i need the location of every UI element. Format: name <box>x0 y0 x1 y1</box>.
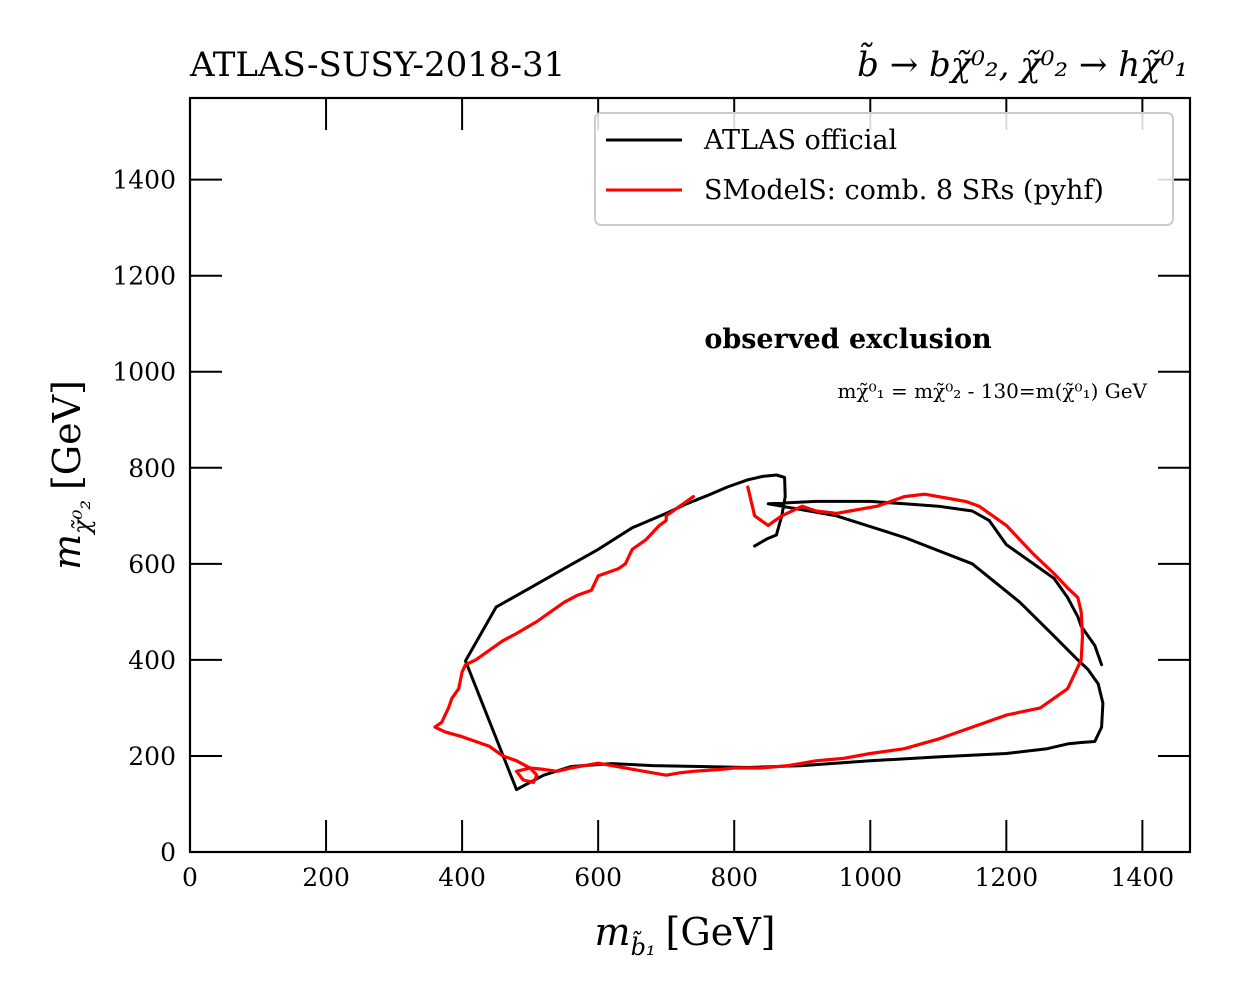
y-tick-label-0: 0 <box>160 838 176 867</box>
annotation-mass-relation: mχ̃⁰₁ = mχ̃⁰₂ - 130=m(χ̃⁰₁) GeV <box>838 379 1148 403</box>
chart-title-right: b̃ → bχ̃⁰₂, χ̃⁰₂ → hχ̃⁰₁ <box>857 42 1188 85</box>
annotation-observed-exclusion: observed exclusion <box>704 324 992 355</box>
y-axis-symbol: m <box>45 534 89 570</box>
legend-box <box>594 112 1174 226</box>
x-tick-label-800: 800 <box>710 863 758 892</box>
x-tick-label-600: 600 <box>574 863 622 892</box>
x-axis-unit: [GeV] <box>666 910 776 954</box>
x-axis-label: mb̃₁ [GeV] <box>595 910 776 961</box>
x-axis-subscript: b̃₁ <box>631 930 656 961</box>
y-tick-labels: 0 200 400 600 800 1000 1200 1400 <box>112 166 176 867</box>
x-tick-label-400: 400 <box>438 863 486 892</box>
y-axis-label: mχ̃⁰₂ [GeV] <box>45 380 96 570</box>
y-axis-unit: [GeV] <box>45 380 89 490</box>
x-tick-label-1000: 1000 <box>838 863 902 892</box>
legend-label-smodels: SModelS: comb. 8 SRs (pyhf) <box>704 175 1104 206</box>
x-tick-label-1400: 1400 <box>1111 863 1175 892</box>
chart-title-left: ATLAS-SUSY-2018-31 <box>189 45 565 85</box>
x-tick-label-1200: 1200 <box>975 863 1039 892</box>
series-line-atlas-official <box>464 473 1105 792</box>
y-tick-label-600: 600 <box>128 550 176 579</box>
y-tick-label-1200: 1200 <box>112 262 176 291</box>
y-tick-label-1400: 1400 <box>112 166 176 195</box>
y-tick-label-800: 800 <box>128 454 176 483</box>
plot-frame <box>188 96 1192 854</box>
series-layer <box>433 473 1105 792</box>
legend: ATLAS official SModelS: comb. 8 SRs (pyh… <box>594 112 1174 226</box>
y-tick-label-200: 200 <box>128 742 176 771</box>
y-tick-label-1000: 1000 <box>112 358 176 387</box>
series-line-smodels <box>433 485 1085 785</box>
x-tick-label-200: 200 <box>302 863 350 892</box>
x-tick-label-0: 0 <box>182 863 198 892</box>
x-tick-labels: 0 200 400 600 800 1000 1200 1400 <box>182 863 1174 892</box>
y-axis-subscript: χ̃⁰₂ <box>68 500 96 536</box>
legend-label-atlas: ATLAS official <box>703 125 897 156</box>
x-axis-symbol: m <box>595 910 631 954</box>
y-tick-label-400: 400 <box>128 646 176 675</box>
